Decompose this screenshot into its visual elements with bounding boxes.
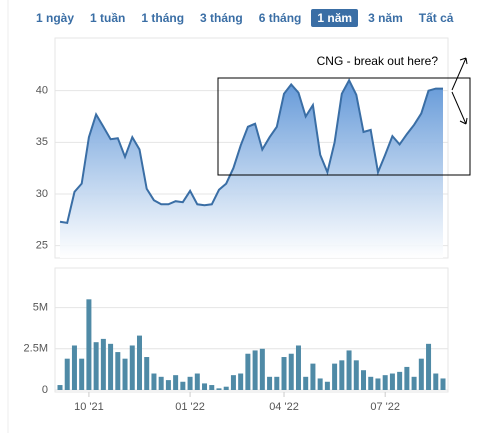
volume-bar (317, 378, 323, 390)
volume-bar (86, 299, 92, 390)
y-tick-label: 2.5M (24, 343, 48, 355)
volume-bar (100, 338, 106, 390)
volume-bar (79, 358, 85, 390)
range-button[interactable]: Tất cả (418, 11, 454, 25)
annotation: CNG - break out here? (317, 54, 439, 68)
volume-bar (346, 350, 352, 390)
volume-bar (433, 373, 439, 390)
volume-bar (310, 363, 316, 390)
volume-bar (245, 353, 251, 390)
volume-bar (209, 385, 215, 390)
y-tick-label: 40 (36, 85, 48, 97)
y-tick-label: 30 (36, 188, 48, 200)
volume-bar (375, 378, 381, 390)
volume-bar (281, 357, 287, 390)
volume-bar (361, 370, 367, 390)
y-tick-label: 5M (33, 301, 48, 313)
volume-bar (129, 345, 135, 390)
volume-bar (353, 360, 359, 390)
price-line (59, 78, 443, 225)
volume-bar (295, 345, 301, 390)
volume-bar (440, 378, 446, 390)
volume-bar (274, 376, 280, 390)
volume-bar (194, 373, 200, 390)
volume-bar (158, 376, 164, 390)
range-button[interactable]: 3 tháng (200, 11, 243, 25)
volume-bar (397, 371, 403, 390)
range-button[interactable]: 3 năm (368, 11, 403, 25)
x-tick-label: 01 '22 (175, 401, 205, 413)
x-tick-label: 10 '21 (74, 401, 104, 413)
range-button[interactable]: 6 tháng (258, 11, 302, 25)
volume-bar (173, 375, 179, 390)
volume-bar (324, 381, 330, 390)
range-buttons: 1 ngày 1 tuần 1 tháng 3 tháng 6 tháng 1 năm 3 … (30, 9, 463, 27)
annotation-arrows (451, 57, 468, 125)
volume-bar (57, 385, 63, 390)
y-tick-label: 0 (42, 384, 48, 396)
volume-bar (339, 360, 345, 390)
volume-bar (382, 375, 388, 390)
volume-bar (418, 358, 424, 390)
volume-bar (136, 335, 142, 390)
volume-bar (202, 383, 208, 390)
volume-bar (426, 343, 432, 390)
range-button[interactable]: 1 ngày (36, 11, 75, 25)
volume-bar (187, 376, 193, 390)
price-area (60, 80, 443, 258)
x-tick-label: 07 '22 (370, 401, 400, 413)
range-button[interactable]: 1 tháng (141, 11, 185, 25)
volume-bar (144, 357, 150, 390)
volume-bar (151, 373, 157, 390)
range-button[interactable]: 1 tuần (90, 11, 126, 25)
volume-bar (115, 352, 121, 390)
volume-bar (108, 343, 114, 390)
y-tick-label: 35 (36, 136, 48, 148)
volume-bar (223, 386, 229, 390)
volume-bar (64, 358, 70, 390)
volume-bar (230, 375, 236, 390)
annotation-box (217, 77, 471, 176)
y-tick-label: 25 (36, 240, 48, 252)
volume-bar (404, 366, 410, 390)
volume-bar (389, 373, 395, 390)
volume-bar (93, 342, 99, 390)
volume-panel (54, 267, 449, 393)
volume-bar (252, 350, 258, 390)
volume-bar (238, 373, 244, 390)
volume-bar (411, 376, 417, 390)
volume-bar (165, 380, 171, 390)
volume-bar (71, 345, 77, 390)
volume-bar (180, 381, 186, 390)
volume-bar (259, 348, 265, 390)
volume-bar (368, 376, 374, 390)
x-tick-label: 04 '22 (269, 401, 299, 413)
volume-bar (332, 363, 338, 390)
volume-bar (303, 376, 309, 390)
volume-bar (122, 358, 128, 390)
volume-bar (216, 388, 222, 390)
range-button[interactable]: 1 năm (311, 9, 359, 27)
volume-bar (288, 353, 294, 390)
volume-bar (267, 376, 273, 390)
